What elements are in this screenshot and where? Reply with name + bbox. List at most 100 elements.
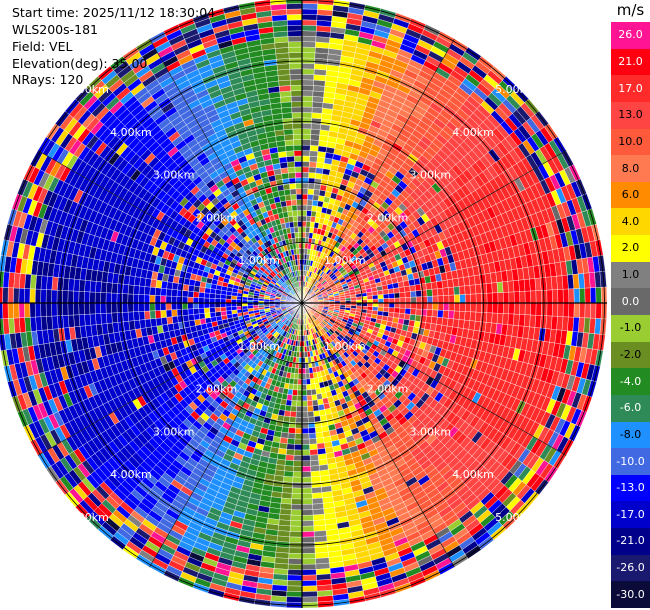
velocity-gate xyxy=(350,297,357,301)
velocity-gate xyxy=(382,289,389,295)
velocity-gate xyxy=(310,139,320,147)
velocity-gate xyxy=(290,509,303,516)
velocity-gate xyxy=(301,509,314,516)
velocity-gate xyxy=(584,302,591,319)
velocity-gate xyxy=(503,302,510,314)
velocity-gate xyxy=(430,316,438,325)
velocity-gate xyxy=(410,296,417,304)
velocity-gate xyxy=(284,459,294,467)
velocity-gate xyxy=(301,378,307,385)
velocity-gate xyxy=(301,52,316,59)
velocity-gate xyxy=(301,210,307,217)
velocity-gate xyxy=(497,302,504,314)
velocity-gate xyxy=(149,310,156,320)
velocity-gate xyxy=(562,288,570,304)
velocity-gate xyxy=(448,286,455,296)
velocity-gate xyxy=(293,466,303,472)
velocity-gate xyxy=(301,63,315,70)
velocity-gate xyxy=(469,284,477,295)
velocity-gate xyxy=(292,384,298,391)
velocity-gate xyxy=(469,311,477,322)
velocity-gate xyxy=(311,107,323,114)
velocity-gate xyxy=(393,292,401,299)
velocity-gate xyxy=(292,471,303,478)
velocity-gate xyxy=(573,288,580,304)
velocity-gate xyxy=(288,547,303,554)
velocity-gate xyxy=(289,531,303,538)
velocity-gate xyxy=(301,395,308,402)
velocity-gate xyxy=(301,188,309,195)
velocity-gate xyxy=(301,166,310,173)
velocity-gate xyxy=(301,498,313,505)
velocity-gate xyxy=(307,194,314,201)
velocity-gate xyxy=(453,286,460,296)
velocity-gate xyxy=(187,308,194,316)
velocity-gate xyxy=(138,311,146,321)
velocity-gate xyxy=(584,287,591,304)
velocity-gate xyxy=(301,183,309,189)
velocity-gate xyxy=(295,411,303,418)
velocity-gate xyxy=(281,492,293,499)
velocity-gate xyxy=(279,514,292,521)
velocity-gate xyxy=(306,394,313,402)
velocity-gate xyxy=(294,433,303,440)
velocity-gate xyxy=(415,308,422,316)
velocity-gate xyxy=(523,314,531,328)
velocity-gate xyxy=(388,302,395,308)
velocity-gate xyxy=(312,514,325,521)
velocity-gate xyxy=(311,112,323,119)
velocity-gate xyxy=(383,298,390,304)
velocity-gate xyxy=(309,150,319,157)
velocity-gate xyxy=(502,281,509,293)
velocity-gate xyxy=(311,394,318,401)
velocity-gate xyxy=(309,145,319,152)
velocity-gate xyxy=(301,46,316,53)
velocity-gate xyxy=(301,117,312,124)
velocity-gate xyxy=(289,411,297,418)
velocity-gate xyxy=(393,307,401,314)
velocity-gate xyxy=(308,432,317,440)
velocity-gate xyxy=(301,139,311,146)
velocity-gate xyxy=(377,302,384,308)
velocity-gate xyxy=(443,295,450,304)
velocity-gate xyxy=(437,295,444,304)
velocity-gate xyxy=(399,292,406,299)
velocity-gate xyxy=(410,302,417,310)
velocity-gate xyxy=(301,482,312,489)
velocity-gate xyxy=(312,90,325,98)
velocity-gate xyxy=(405,297,412,304)
velocity-gate xyxy=(399,302,406,309)
velocity-gate xyxy=(127,311,135,322)
velocity-gate xyxy=(203,307,211,314)
velocity-gate xyxy=(475,311,482,322)
velocity-gate xyxy=(293,378,299,385)
velocity-gate xyxy=(215,311,222,317)
velocity-gate xyxy=(287,563,303,571)
velocity-gate xyxy=(557,289,564,304)
velocity-gate xyxy=(546,302,553,317)
velocity-gate xyxy=(283,410,291,417)
velocity-gate xyxy=(301,569,317,576)
velocity-gate xyxy=(301,68,315,75)
velocity-gate xyxy=(301,128,312,135)
velocity-gate xyxy=(286,596,303,603)
velocity-gate xyxy=(453,310,460,320)
velocity-gate xyxy=(73,314,81,328)
velocity-gate xyxy=(568,288,575,304)
velocity-gate xyxy=(301,35,317,43)
velocity-gate xyxy=(436,280,443,289)
velocity-gate xyxy=(301,112,313,119)
velocity-gate xyxy=(287,432,296,440)
velocity-gate xyxy=(305,367,310,374)
velocity-gate xyxy=(306,215,312,222)
velocity-gate xyxy=(546,289,553,304)
velocity-gate xyxy=(309,449,319,456)
velocity-gate xyxy=(111,312,118,324)
velocity-gate xyxy=(377,294,384,300)
velocity-gate xyxy=(161,317,168,326)
velocity-gate xyxy=(309,378,316,385)
velocity-gate xyxy=(470,293,477,304)
velocity-gate xyxy=(312,399,319,407)
velocity-gate xyxy=(377,306,384,312)
velocity-gate xyxy=(486,282,493,294)
